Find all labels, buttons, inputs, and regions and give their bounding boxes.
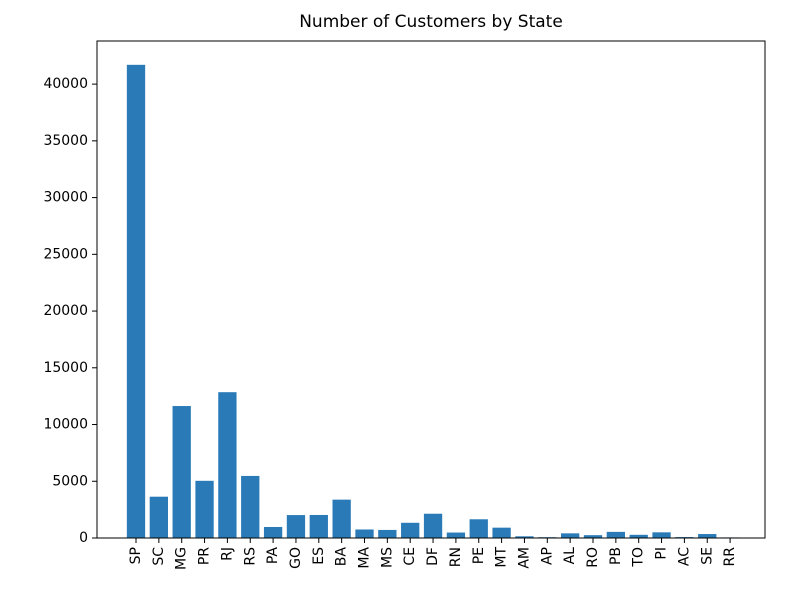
bar-ba (332, 499, 351, 538)
bar-se (698, 534, 717, 538)
bar-pr (195, 480, 214, 538)
x-tick-label: SP (128, 547, 144, 564)
x-tick-label: RN (448, 547, 464, 567)
bar-pe (469, 519, 488, 538)
x-tick-label: PE (471, 547, 487, 564)
bar-mt (492, 527, 511, 538)
x-tick-label: DF (425, 547, 441, 566)
bar-am (515, 536, 534, 538)
y-tick-label: 0 (79, 530, 88, 546)
x-tick-label: RR (722, 547, 738, 567)
plot-frame (96, 40, 766, 539)
y-tick-label: 30000 (43, 190, 88, 206)
x-tick-label: CE (402, 547, 418, 566)
x-tick-label: ES (311, 547, 327, 565)
x-tick-label: AP (539, 547, 555, 565)
bar-al (561, 533, 580, 538)
chart-title: Number of Customers by State (299, 12, 563, 32)
bar-to (629, 534, 648, 538)
x-tick-label: AL (562, 547, 578, 565)
x-tick-label: PI (654, 547, 670, 560)
y-tick-label: 20000 (43, 303, 88, 319)
bar-ce (401, 522, 420, 538)
y-tick-label: 40000 (43, 76, 88, 92)
bar-pa (263, 526, 283, 538)
x-tick-label: MT (494, 547, 510, 568)
x-axis: SP SC MG PR RJ RS PA GO ES BA MA MS CE DF RN PE MT AM AP AL… (128, 538, 738, 570)
x-tick-label: RO (585, 547, 601, 568)
x-tick-label: MA (357, 547, 373, 569)
bar-rs (241, 475, 260, 538)
x-tick-label: MS (379, 547, 395, 568)
y-tick-label: 35000 (43, 133, 88, 149)
x-tick-label: SE (699, 547, 715, 565)
x-tick-label: GO (288, 547, 304, 569)
x-tick-label: MG (174, 547, 190, 570)
x-tick-label: TO (631, 547, 647, 568)
x-tick-label: SC (151, 547, 167, 566)
bar-df (423, 513, 443, 538)
bar-ma (355, 529, 374, 538)
y-axis: 0 5000 10000 15000 20000 25000 30000 35000 40000 (43, 76, 97, 546)
x-tick-label: PB (608, 547, 624, 565)
y-tick-label: 5000 (52, 473, 88, 489)
bar-sp (126, 64, 146, 538)
y-tick-label: 10000 (43, 417, 88, 433)
bar-rn (446, 532, 466, 538)
x-tick-label: PR (197, 547, 213, 565)
x-tick-label: RJ (219, 547, 235, 561)
y-tick-label: 15000 (43, 360, 88, 376)
bar-ro (583, 535, 603, 538)
bar-mg (172, 406, 191, 538)
bar-pb (606, 531, 625, 538)
x-tick-label: PA (265, 547, 281, 565)
bar-go (286, 515, 306, 538)
x-tick-label: AC (676, 547, 692, 566)
x-tick-label: BA (334, 547, 350, 567)
bar-sc (149, 496, 168, 538)
bar-rj (218, 392, 237, 538)
y-tick-label: 25000 (43, 246, 88, 262)
bar-pi (652, 532, 671, 538)
bar-ms (378, 529, 397, 538)
bar-es (309, 514, 328, 538)
bars-layer (126, 64, 740, 538)
x-tick-label: RS (242, 547, 258, 566)
x-tick-label: AM (516, 547, 532, 569)
